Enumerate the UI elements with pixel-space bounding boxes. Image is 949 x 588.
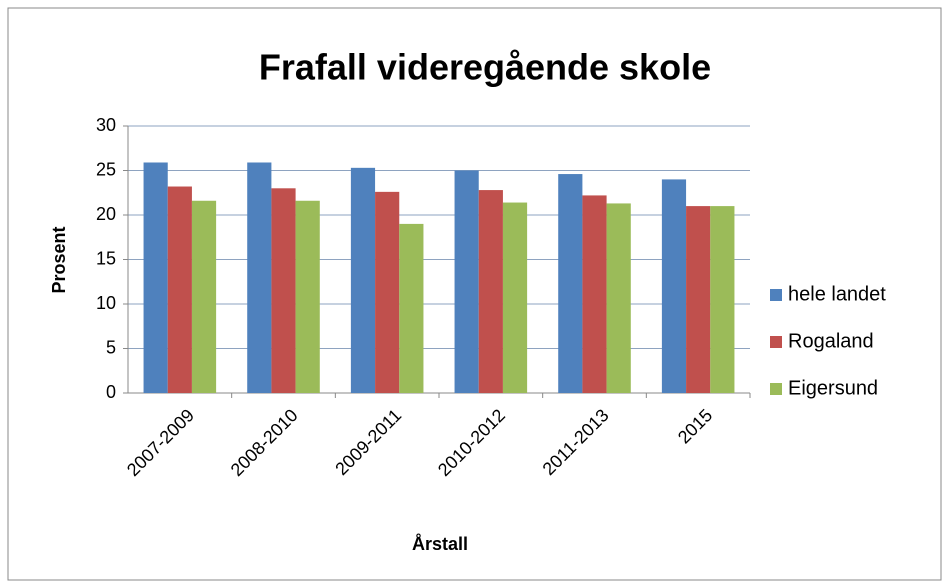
chart-title: Frafall videregående skole	[259, 47, 711, 88]
bar	[191, 200, 217, 393]
x-axis-label: Årstall	[412, 534, 468, 554]
legend-label: Eigersund	[788, 377, 878, 399]
bar	[167, 186, 192, 393]
y-tick-label: 10	[96, 293, 116, 313]
y-axis-label: Prosent	[49, 226, 69, 293]
y-tick-label: 20	[96, 204, 116, 224]
legend-swatch	[770, 383, 782, 395]
y-tick-label: 30	[96, 115, 116, 135]
bar	[271, 188, 296, 393]
bar	[502, 202, 528, 393]
bar	[399, 223, 424, 393]
bar	[247, 162, 272, 393]
y-tick-label: 15	[96, 248, 116, 268]
legend-label: Rogaland	[788, 330, 874, 352]
bar	[295, 200, 320, 393]
legend-swatch	[770, 336, 782, 348]
bar	[710, 206, 735, 393]
bar	[582, 195, 607, 393]
bar	[661, 179, 687, 393]
bar	[558, 174, 583, 393]
bar	[350, 167, 376, 393]
bar	[143, 162, 168, 393]
legend-swatch	[770, 289, 782, 301]
y-tick-label: 25	[96, 159, 116, 179]
bar	[454, 170, 479, 393]
bar	[478, 190, 503, 393]
y-tick-label: 5	[106, 337, 116, 357]
bar	[375, 191, 400, 393]
bar	[606, 203, 631, 393]
y-tick-label: 0	[106, 382, 116, 402]
bar	[686, 206, 711, 393]
legend-label: hele landet	[788, 283, 886, 305]
